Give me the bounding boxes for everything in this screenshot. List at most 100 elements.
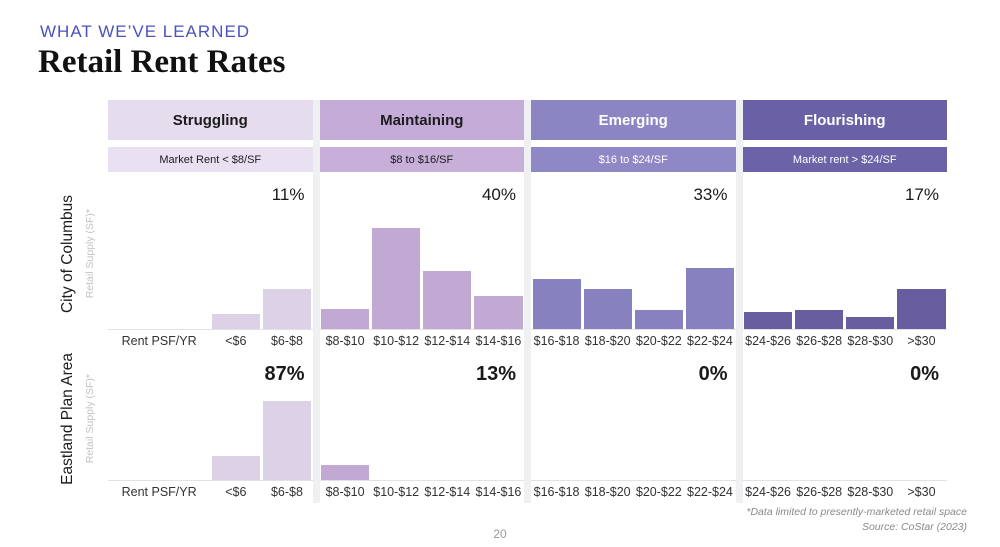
bin-label: $26-$28 <box>796 485 843 499</box>
category-label: Maintaining <box>380 111 464 129</box>
bin-label: <$6 <box>225 485 247 499</box>
histogram-bar <box>262 288 311 329</box>
category-range: Market Rent < $8/SF <box>108 147 313 172</box>
bin-label: $24-$26 <box>745 485 791 499</box>
total-share: 40% <box>481 185 516 204</box>
bin-label: $18-$20 <box>584 485 631 499</box>
category-header: Maintaining <box>319 100 524 140</box>
total-share: 17% <box>904 185 939 204</box>
category-label: Emerging <box>598 111 668 129</box>
chart-columbus-flourishing: 17% <box>742 178 947 330</box>
rent-rate-matrix: Struggling Market Rent < $8/SF 11% Rent … <box>108 100 947 503</box>
range-label: $8 to $16/SF <box>390 153 454 166</box>
x-axis-labels: Rent PSF/YR <$6 $6-$8 <box>108 330 313 352</box>
x-axis-labels: $8-$10 $10-$12 $12-$14 $14-$16 <box>320 481 525 503</box>
chart-eastland-struggling: 87% <box>108 356 313 481</box>
bin-label: $28-$30 <box>847 334 894 348</box>
y-axis-title: Retail Supply (SF)* <box>83 373 96 464</box>
bin-label: $16-$18 <box>533 334 580 348</box>
histogram-bar <box>321 464 370 480</box>
x-axis-labels: Rent PSF/YR <$6 $6-$8 <box>108 481 313 503</box>
range-label: $16 to $24/SF <box>598 153 668 166</box>
x-axis-labels: $16-$18 $18-$20 $20-$22 $22-$24 <box>531 330 736 352</box>
histogram-bar <box>372 228 421 329</box>
x-axis-labels: $8-$10 $10-$12 $12-$14 $14-$16 <box>320 330 525 352</box>
category-range: $16 to $24/SF <box>531 147 736 172</box>
footnote-line-2: Source: CoStar (2023) <box>861 520 967 533</box>
total-share: 0% <box>910 363 939 385</box>
x-axis-labels: $24-$26 $26-$28 $28-$30 >$30 <box>743 481 948 503</box>
x-axis-labels: $24-$26 $26-$28 $28-$30 >$30 <box>743 330 948 352</box>
bin-label: $10-$12 <box>373 485 420 499</box>
range-label: Market Rent < $8/SF <box>159 153 262 166</box>
chart-eastland-flourishing: 0% <box>742 356 947 481</box>
range-label: Market rent > $24/SF <box>792 153 897 166</box>
chart-columbus-emerging: 33% <box>531 178 736 330</box>
bin-label: $18-$20 <box>584 334 631 348</box>
histogram-bar <box>685 268 734 329</box>
bin-label: $16-$18 <box>533 485 580 499</box>
bin-label: >$30 <box>907 485 936 499</box>
category-range: Market rent > $24/SF <box>742 147 947 172</box>
footnote-line-1: *Data limited to presently-marketed reta… <box>746 506 967 518</box>
category-label: Struggling <box>172 111 248 129</box>
bin-label: $14-$16 <box>475 334 522 348</box>
row-label-city-of-columbus: City of Columbus Retail Supply (SF)* <box>48 178 106 330</box>
bin-label: $8-$10 <box>325 485 365 499</box>
histogram-bar <box>897 288 946 329</box>
row-title: City of Columbus <box>58 194 76 313</box>
panel-maintaining: Maintaining $8 to $16/SF 40% $8-$10 $10-… <box>319 100 525 503</box>
bin-label: $22-$24 <box>687 485 733 499</box>
total-share: 33% <box>693 185 728 204</box>
histogram-bar <box>583 288 632 329</box>
bin-label: $26-$28 <box>796 334 843 348</box>
chart-columbus-struggling: 11% <box>108 178 313 330</box>
category-header: Flourishing <box>742 100 947 140</box>
footnote: *Data limited to presently-marketed reta… <box>746 505 967 534</box>
page-number: 20 <box>493 527 507 541</box>
histogram-bar <box>846 316 895 329</box>
chart-columbus-maintaining: 40% <box>319 178 524 330</box>
histogram-bar <box>795 310 844 329</box>
bin-label: $28-$30 <box>847 485 894 499</box>
histogram-bar <box>744 312 793 329</box>
bin-label: $6-$8 <box>270 485 303 499</box>
bin-label: <$6 <box>225 334 247 348</box>
histogram-bar <box>262 400 311 480</box>
total-share: 87% <box>264 363 305 385</box>
total-share: 11% <box>271 185 305 204</box>
bin-label: $20-$22 <box>635 485 682 499</box>
bin-label: $14-$16 <box>475 485 522 499</box>
row-title: Eastland Plan Area <box>58 352 76 485</box>
bin-label: $20-$22 <box>635 334 682 348</box>
bin-label: $12-$14 <box>424 334 471 348</box>
eyebrow-kicker: WHAT WE’VE LEARNED <box>40 22 251 41</box>
category-header: Emerging <box>531 100 736 140</box>
bin-label: $8-$10 <box>325 334 365 348</box>
bin-label: $12-$14 <box>424 485 471 499</box>
category-header: Struggling <box>108 100 313 140</box>
histogram-bar <box>423 270 472 329</box>
chart-eastland-emerging: 0% <box>531 356 736 481</box>
total-share: 0% <box>698 363 728 385</box>
y-axis-title: Retail Supply (SF)* <box>83 209 96 299</box>
panel-struggling: Struggling Market Rent < $8/SF 11% Rent … <box>108 100 313 503</box>
histogram-bar <box>634 310 683 329</box>
histogram-bar <box>474 296 523 329</box>
bin-label: $22-$24 <box>687 334 733 348</box>
histogram-bar <box>321 308 370 329</box>
x-axis-labels: $16-$18 $18-$20 $20-$22 $22-$24 <box>531 481 736 503</box>
x-axis-title: Rent PSF/YR <box>121 334 197 348</box>
row-label-eastland-plan-area: Eastland Plan Area Retail Supply (SF)* <box>48 353 106 485</box>
histogram-bar <box>211 313 260 329</box>
bin-label: $24-$26 <box>745 334 791 348</box>
bin-label: $10-$12 <box>373 334 420 348</box>
category-label: Flourishing <box>803 111 886 129</box>
bin-label: >$30 <box>907 334 936 348</box>
histogram-bar <box>211 456 260 480</box>
panel-emerging: Emerging $16 to $24/SF 33% $16-$18 $18-$… <box>531 100 736 503</box>
bin-label: $6-$8 <box>270 334 303 348</box>
chart-eastland-maintaining: 13% <box>319 356 524 481</box>
x-axis-title: Rent PSF/YR <box>121 485 197 499</box>
panel-flourishing: Flourishing Market rent > $24/SF 17% $24… <box>742 100 948 503</box>
